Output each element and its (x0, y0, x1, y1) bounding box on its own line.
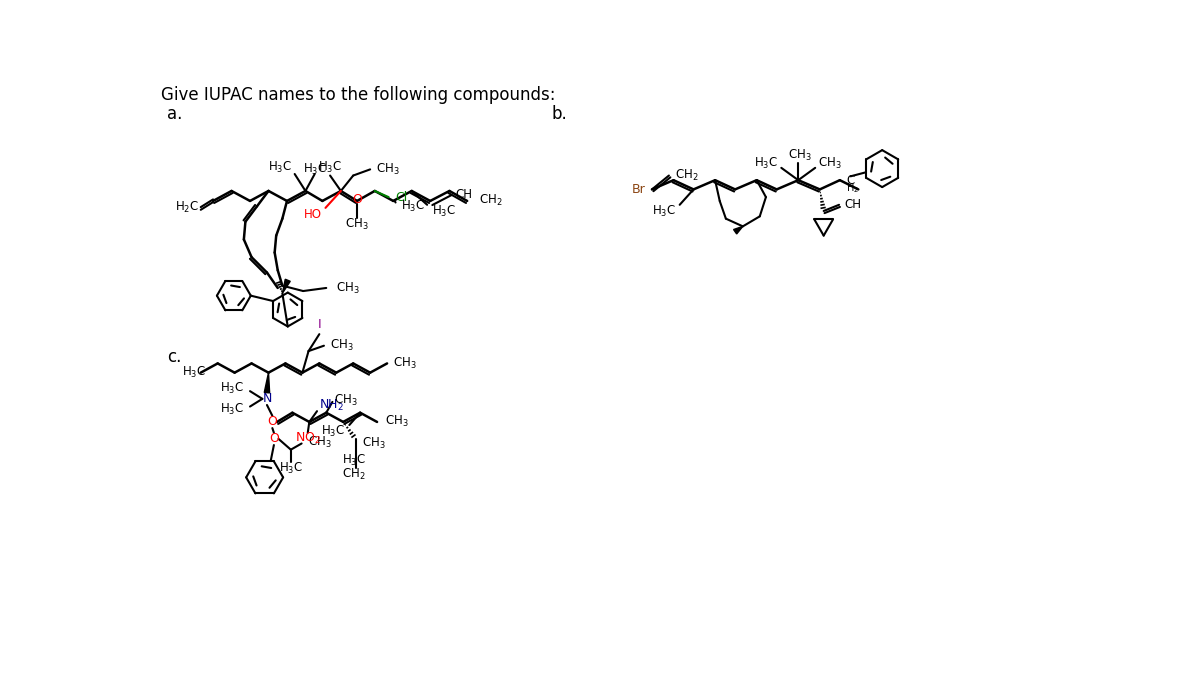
Text: c.: c. (167, 348, 181, 367)
Text: H$_3$C: H$_3$C (220, 402, 244, 417)
Text: HO: HO (304, 207, 322, 220)
Text: CH$_3$: CH$_3$ (330, 338, 354, 354)
Text: H$_3$C: H$_3$C (318, 160, 342, 175)
Text: H$_3$C: H$_3$C (653, 203, 677, 218)
Text: CH: CH (845, 199, 862, 211)
Text: NH$_2$: NH$_2$ (318, 397, 343, 413)
Text: CH$_2$: CH$_2$ (480, 193, 503, 209)
Text: CH$_3$: CH$_3$ (346, 216, 368, 232)
Text: a.: a. (167, 105, 182, 123)
Text: H$_3$C: H$_3$C (432, 203, 456, 218)
Text: CH$_3$: CH$_3$ (307, 435, 331, 449)
Text: H$_3$C: H$_3$C (220, 381, 244, 396)
Text: H$_2$C: H$_2$C (175, 199, 199, 215)
Text: CH$_3$: CH$_3$ (361, 436, 385, 451)
Text: N: N (263, 392, 271, 405)
Text: CH$_2$: CH$_2$ (342, 466, 366, 482)
Text: H$_3$C: H$_3$C (278, 460, 302, 476)
Text: CH$_3$: CH$_3$ (788, 148, 811, 163)
Text: CH$_3$: CH$_3$ (394, 356, 416, 371)
Text: CH: CH (456, 188, 473, 201)
Text: I: I (318, 318, 322, 331)
Text: Give IUPAC names to the following compounds:: Give IUPAC names to the following compou… (161, 86, 556, 105)
Polygon shape (282, 279, 290, 293)
Text: H$_3$C: H$_3$C (182, 365, 206, 380)
Polygon shape (733, 226, 743, 234)
Text: H$_3$C: H$_3$C (302, 162, 328, 177)
Text: C: C (846, 173, 854, 186)
Text: H$_3$C: H$_3$C (754, 156, 779, 171)
Text: CH$_3$: CH$_3$ (334, 393, 358, 408)
Text: H$_3$C: H$_3$C (342, 453, 366, 468)
Text: O: O (352, 193, 362, 206)
Polygon shape (264, 373, 270, 393)
Text: H$_3$C: H$_3$C (401, 199, 425, 214)
Text: CH$_3$: CH$_3$ (385, 414, 408, 430)
Text: Cl: Cl (395, 190, 407, 203)
Text: CH$_3$: CH$_3$ (336, 280, 360, 296)
Text: H$_3$C: H$_3$C (320, 424, 344, 439)
Text: O: O (269, 432, 278, 445)
Text: Br: Br (632, 183, 646, 196)
Text: CH$_2$: CH$_2$ (676, 168, 698, 183)
Text: H$_3$C: H$_3$C (269, 160, 293, 175)
Text: NO$_2$: NO$_2$ (295, 431, 320, 447)
Text: b.: b. (552, 105, 568, 123)
Text: CH$_3$: CH$_3$ (818, 156, 842, 171)
Text: H$_2$: H$_2$ (846, 181, 859, 194)
Text: O: O (268, 415, 277, 428)
Text: CH$_3$: CH$_3$ (377, 162, 400, 177)
